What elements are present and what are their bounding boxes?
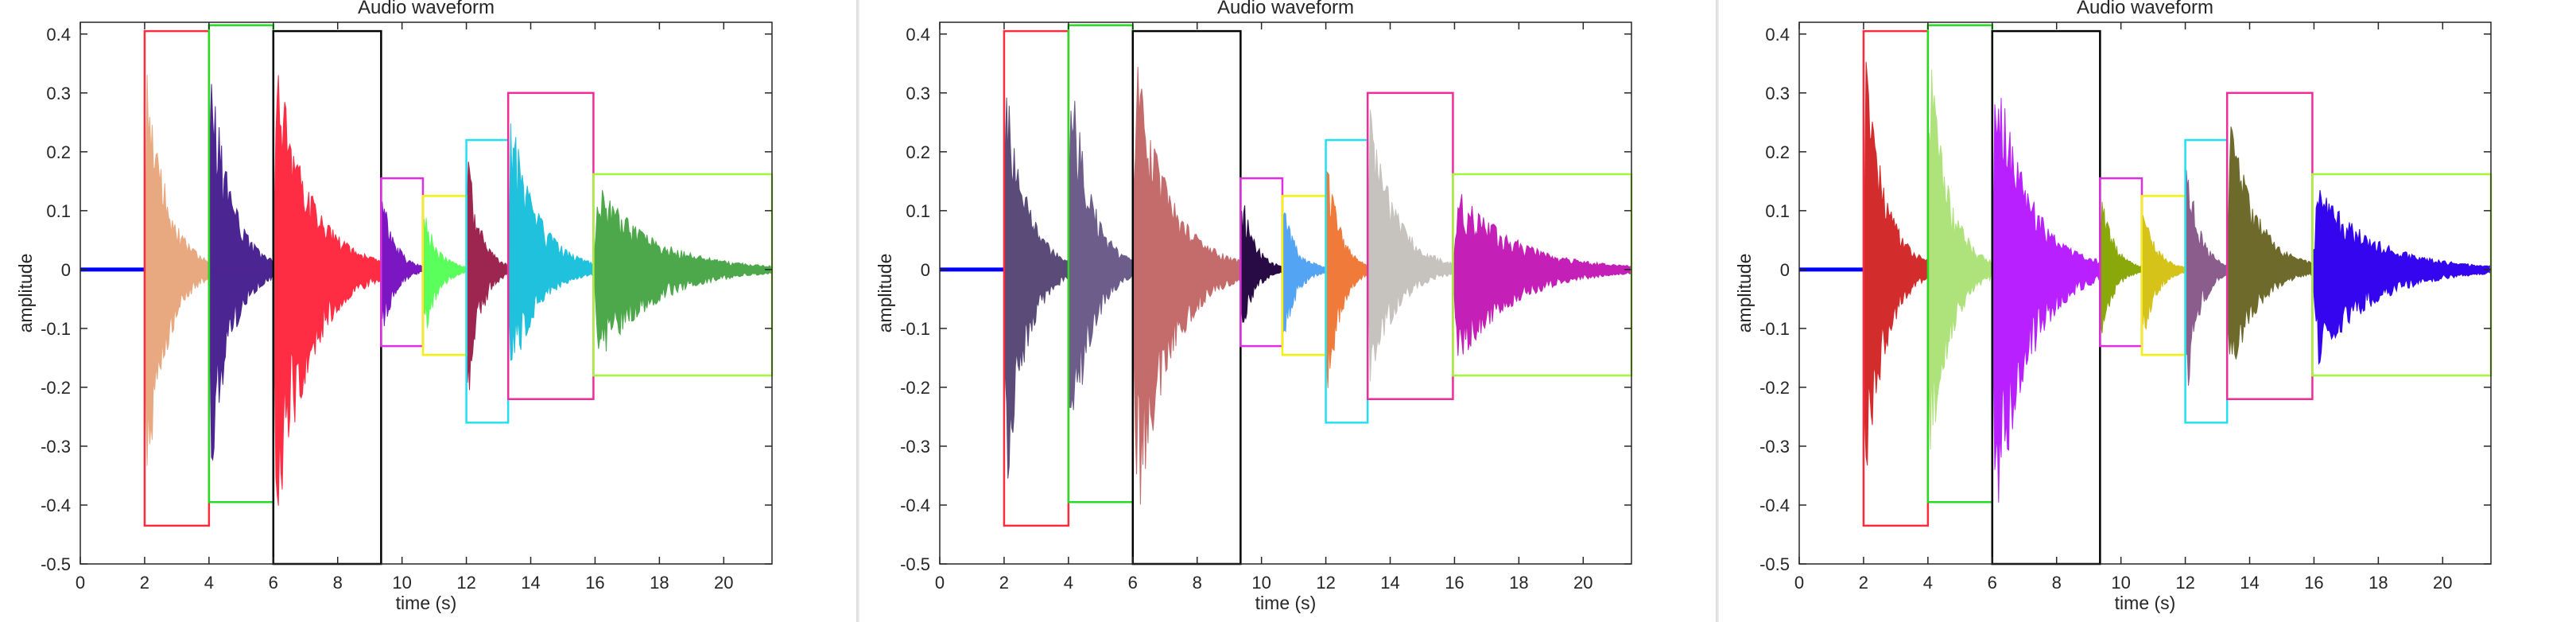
x-tick-label: 12	[1316, 573, 1335, 593]
y-tick-label: -0.5	[900, 554, 930, 574]
waveform-chart-1: 0 2 4 6 8 10 12 14 16 18 20 -0.5 -0.4 -0.3 -0.2 -0.1 0 0.…	[15, 0, 774, 613]
y-axis-label: amplitude	[875, 254, 895, 333]
x-tick-label: 16	[1445, 573, 1464, 593]
y-tick-label: -0.1	[900, 319, 930, 339]
y-axis-label: amplitude	[1734, 254, 1755, 333]
axes-frame	[80, 21, 773, 565]
x-tick-label: 10	[1251, 573, 1271, 593]
x-tick-label: 6	[269, 573, 278, 593]
y-tick-label: -0.3	[900, 437, 930, 457]
axes-frame	[939, 21, 1632, 565]
x-tick-label: 2	[1859, 573, 1868, 593]
y-tick-label: 0.4	[46, 25, 71, 45]
y-tick-label: -0.4	[1759, 496, 1790, 515]
figure-window-2: 0 2 4 6 8 10 12 14 16 18 20 -0.5 -0.4 -0.3 -0.2 -0.1 0 0.…	[859, 0, 1716, 622]
chart-title: Audio waveform	[1217, 0, 1354, 18]
y-tick-label: -0.1	[41, 319, 71, 339]
window-divider-1	[856, 0, 859, 622]
y-tick-label: -0.4	[41, 496, 71, 515]
x-tick-label: 14	[2240, 573, 2259, 593]
x-tick-label: 12	[456, 573, 475, 593]
y-tick-label: -0.1	[1759, 319, 1790, 339]
x-tick-label: 8	[333, 573, 343, 593]
x-tick-label: 2	[999, 573, 1009, 593]
y-axis-label: amplitude	[15, 254, 36, 333]
y-tick-label: 0	[1780, 260, 1790, 280]
waveform-chart-2: 0 2 4 6 8 10 12 14 16 18 20 -0.5 -0.4 -0.3 -0.2 -0.1 0 0.…	[875, 0, 1633, 613]
y-tick-label: 0.2	[906, 142, 930, 162]
y-tick-label: 0	[61, 260, 71, 280]
x-tick-label: 16	[585, 573, 604, 593]
y-tick-label: -0.3	[1759, 437, 1790, 457]
y-tick-label: 0.1	[46, 201, 71, 221]
x-tick-label: 4	[204, 573, 214, 593]
y-tick-label: -0.2	[900, 378, 930, 398]
x-tick-label: 10	[392, 573, 411, 593]
x-tick-label: 4	[1923, 573, 1933, 593]
y-tick-label: -0.2	[41, 378, 71, 398]
x-tick-label: 8	[1193, 573, 1202, 593]
x-tick-label: 14	[1380, 573, 1399, 593]
y-tick-label: -0.4	[900, 496, 930, 515]
y-tick-label: 0.3	[1765, 84, 1790, 103]
figure-window-3: 0 2 4 6 8 10 12 14 16 18 20 -0.5 -0.4 -0.3 -0.2 -0.1 0 0.…	[1719, 0, 2575, 622]
y-tick-label: 0	[921, 260, 930, 280]
y-tick-label: 0.4	[906, 25, 930, 45]
y-tick-label: 0.2	[1765, 142, 1790, 162]
x-tick-label: 10	[2111, 573, 2130, 593]
x-tick-label: 20	[1573, 573, 1593, 593]
y-tick-label: -0.5	[41, 554, 71, 574]
x-tick-label: 8	[2052, 573, 2062, 593]
x-tick-label: 18	[2368, 573, 2388, 593]
x-tick-label: 16	[2304, 573, 2323, 593]
y-tick-label: 0.4	[1765, 25, 1790, 45]
x-tick-label: 12	[2175, 573, 2194, 593]
axes-frame	[1798, 21, 2492, 565]
x-tick-label: 6	[1128, 573, 1138, 593]
x-axis-label: time (s)	[2115, 593, 2176, 613]
y-tick-label: 0.2	[46, 142, 71, 162]
x-tick-label: 14	[521, 573, 540, 593]
x-tick-label: 0	[1794, 573, 1804, 593]
x-tick-label: 6	[1988, 573, 1997, 593]
window-divider-2	[1716, 0, 1719, 622]
waveform-chart-3: 0 2 4 6 8 10 12 14 16 18 20 -0.5 -0.4 -0.3 -0.2 -0.1 0 0.…	[1734, 0, 2493, 613]
chart-title: Audio waveform	[2077, 0, 2213, 18]
x-tick-label: 4	[1064, 573, 1073, 593]
y-tick-label: 0.3	[906, 84, 930, 103]
x-tick-label: 18	[650, 573, 669, 593]
y-tick-label: -0.5	[1759, 554, 1790, 574]
x-axis-label: time (s)	[1255, 593, 1317, 613]
y-tick-label: -0.2	[1759, 378, 1790, 398]
x-tick-label: 18	[1509, 573, 1528, 593]
chart-title: Audio waveform	[358, 0, 495, 18]
y-tick-label: -0.3	[41, 437, 71, 457]
x-tick-label: 0	[935, 573, 945, 593]
x-axis-label: time (s)	[396, 593, 457, 613]
figure-window-1: 0 2 4 6 8 10 12 14 16 18 20 -0.5 -0.4 -0.3 -0.2 -0.1 0 0.…	[0, 0, 856, 622]
y-tick-label: 0.1	[906, 201, 930, 221]
x-tick-label: 20	[2433, 573, 2452, 593]
y-tick-label: 0.1	[1765, 201, 1790, 221]
x-tick-label: 0	[76, 573, 85, 593]
x-tick-label: 20	[714, 573, 733, 593]
x-tick-label: 2	[140, 573, 149, 593]
y-tick-label: 0.3	[46, 84, 71, 103]
